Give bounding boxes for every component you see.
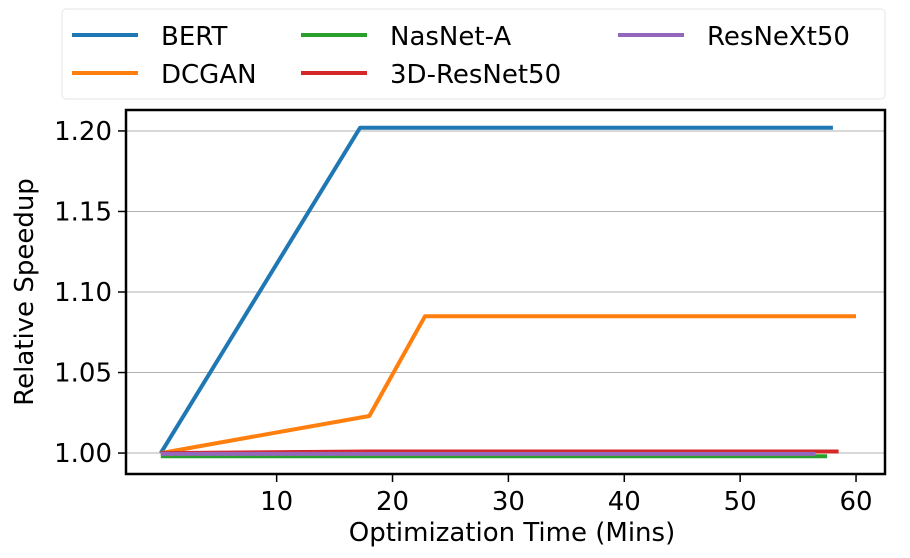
y-tick-label: 1.20 [54,117,112,147]
x-tick-label: 30 [492,487,525,517]
x-axis: 10 20 30 40 50 60 [260,474,873,517]
legend-label-3d-resnet50: 3D-ResNet50 [390,60,561,90]
y-tick-label: 1.05 [54,359,112,389]
x-tick-label: 10 [260,487,293,517]
legend-label-resnext50: ResNeXt50 [707,22,850,52]
x-tick-label: 40 [608,487,641,517]
x-tick-label: 60 [839,487,872,517]
plot-area [124,108,887,476]
series-group [159,125,856,459]
legend: BERT DCGAN NasNet-A 3D-ResNet50 ResNeXt50 [61,8,886,100]
series-line-bert [159,125,833,455]
y-tick-label: 1.15 [54,197,112,227]
x-tick-label: 20 [376,487,409,517]
y-axis: 1.00 1.05 1.10 1.15 1.20 [54,117,126,469]
series-line-dcgan [160,314,856,456]
legend-label-dcgan: DCGAN [161,60,257,90]
y-axis-title: Relative Speedup [10,178,40,406]
y-tick-label: 1.00 [54,439,112,469]
x-tick-label: 50 [724,487,757,517]
legend-label-bert: BERT [161,22,227,52]
legend-label-nasnet-a: NasNet-A [390,22,511,52]
y-tick-label: 1.10 [54,278,112,308]
legend-frame [61,8,886,100]
x-axis-title: Optimization Time (Mins) [349,518,675,548]
gridlines [126,130,885,454]
